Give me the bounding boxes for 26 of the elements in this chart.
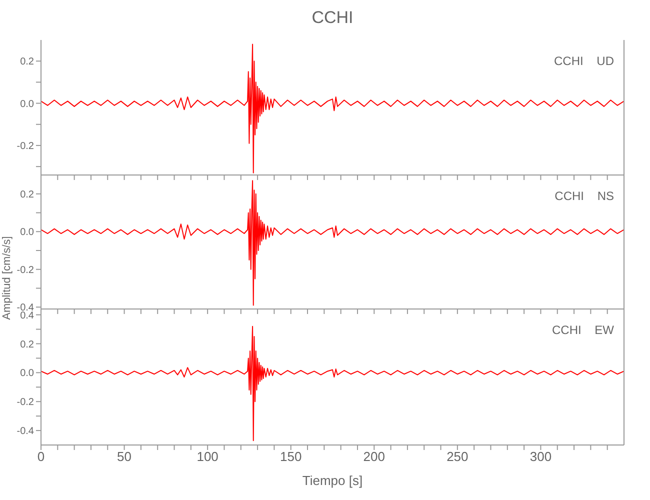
x-tick-label: 200 (363, 449, 385, 464)
line-series (41, 180, 624, 306)
y-tick-label: -0.2 (16, 397, 34, 408)
y-tick-label: 0.2 (20, 339, 34, 350)
annotation: CCHI NS (554, 189, 614, 203)
x-tick-label: 150 (280, 449, 302, 464)
y-tick-label: -0.2 (16, 141, 34, 152)
y-tick-label: 0.4 (20, 310, 34, 322)
x-tick-label: 250 (446, 449, 468, 464)
y-tick-label: 0.2 (20, 189, 34, 200)
y-tick-label: 0.2 (20, 56, 34, 68)
y-tick-label: 0.0 (20, 227, 34, 238)
y-tick-label: -0.2 (16, 264, 34, 276)
annotation: CCHI EW (552, 323, 614, 337)
x-tick-label: 300 (530, 449, 552, 464)
x-tick-label: 50 (117, 449, 132, 464)
chart-title: CCHI (310, 8, 354, 28)
x-tick-label: 100 (196, 449, 218, 464)
x-axis-title: Tiempo [s] (302, 473, 363, 488)
y-tick-label: -0.4 (16, 426, 34, 438)
y-tick-label: 0.0 (20, 368, 34, 380)
y-axis-title: Amplitud [cm/s/s] (1, 235, 13, 322)
line-series (41, 326, 624, 442)
y-tick-label: 0.0 (20, 98, 34, 110)
x-tick-label: 0 (37, 449, 45, 464)
annotation: CCHI UD (554, 54, 614, 68)
